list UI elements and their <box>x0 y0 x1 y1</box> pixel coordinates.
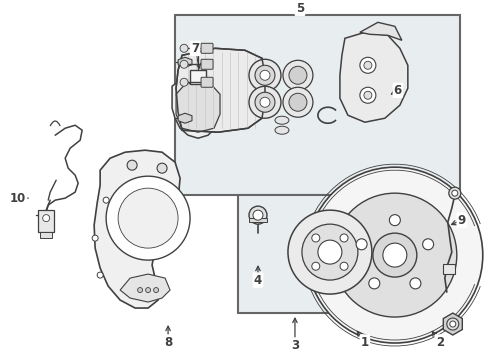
Circle shape <box>289 66 307 84</box>
Circle shape <box>249 59 281 91</box>
Polygon shape <box>94 150 180 308</box>
Circle shape <box>364 61 372 69</box>
Circle shape <box>106 176 190 260</box>
Bar <box>249 218 267 222</box>
Circle shape <box>180 78 188 86</box>
Text: 4: 4 <box>254 274 262 287</box>
Circle shape <box>260 70 270 80</box>
Circle shape <box>253 210 263 220</box>
Circle shape <box>157 163 167 173</box>
Circle shape <box>312 262 320 270</box>
Circle shape <box>449 187 461 199</box>
Circle shape <box>153 288 159 293</box>
Bar <box>38 210 54 232</box>
Bar <box>175 15 460 195</box>
Circle shape <box>356 239 367 250</box>
Polygon shape <box>176 82 220 132</box>
Polygon shape <box>178 113 192 123</box>
Circle shape <box>92 235 98 241</box>
Circle shape <box>260 97 270 107</box>
Circle shape <box>255 92 275 112</box>
Circle shape <box>312 234 320 242</box>
Ellipse shape <box>275 116 289 124</box>
Text: 3: 3 <box>291 338 299 351</box>
Polygon shape <box>172 78 224 138</box>
Circle shape <box>146 288 150 293</box>
Circle shape <box>249 206 267 224</box>
Circle shape <box>97 272 103 278</box>
Text: 2: 2 <box>436 336 444 348</box>
Polygon shape <box>176 48 265 132</box>
Polygon shape <box>360 22 402 40</box>
Circle shape <box>249 86 281 118</box>
Polygon shape <box>340 32 408 122</box>
Circle shape <box>127 160 137 170</box>
Circle shape <box>340 234 348 242</box>
Circle shape <box>373 233 417 277</box>
Circle shape <box>340 262 348 270</box>
Bar <box>40 232 52 238</box>
Polygon shape <box>120 274 170 302</box>
Ellipse shape <box>275 126 289 134</box>
Circle shape <box>364 91 372 99</box>
Text: 10: 10 <box>10 192 26 204</box>
Circle shape <box>369 278 380 289</box>
Circle shape <box>283 60 313 90</box>
Text: 5: 5 <box>296 2 304 15</box>
Circle shape <box>307 167 483 343</box>
Bar <box>190 70 206 84</box>
Circle shape <box>452 190 458 196</box>
Text: 6: 6 <box>394 84 402 97</box>
Circle shape <box>289 93 307 111</box>
Text: 8: 8 <box>164 336 172 348</box>
Circle shape <box>180 44 188 52</box>
Polygon shape <box>443 313 463 335</box>
Circle shape <box>255 65 275 85</box>
Circle shape <box>302 224 358 280</box>
Text: 7: 7 <box>191 42 199 55</box>
Circle shape <box>103 197 109 203</box>
Text: 9: 9 <box>458 213 466 227</box>
Circle shape <box>138 288 143 293</box>
Circle shape <box>288 210 372 294</box>
Text: 1: 1 <box>361 336 369 348</box>
Circle shape <box>333 193 457 317</box>
Circle shape <box>360 87 376 103</box>
Circle shape <box>360 57 376 73</box>
Circle shape <box>410 278 421 289</box>
FancyBboxPatch shape <box>201 59 213 69</box>
Circle shape <box>43 215 49 222</box>
Polygon shape <box>178 57 192 67</box>
Bar <box>238 195 386 313</box>
Bar <box>443 264 455 274</box>
Circle shape <box>390 215 400 226</box>
FancyBboxPatch shape <box>201 43 213 53</box>
Circle shape <box>180 60 188 68</box>
Circle shape <box>447 318 459 330</box>
Circle shape <box>118 188 178 248</box>
Circle shape <box>383 243 407 267</box>
Circle shape <box>450 321 456 327</box>
FancyBboxPatch shape <box>201 77 213 87</box>
Circle shape <box>318 240 342 264</box>
Circle shape <box>422 239 434 250</box>
Circle shape <box>283 87 313 117</box>
